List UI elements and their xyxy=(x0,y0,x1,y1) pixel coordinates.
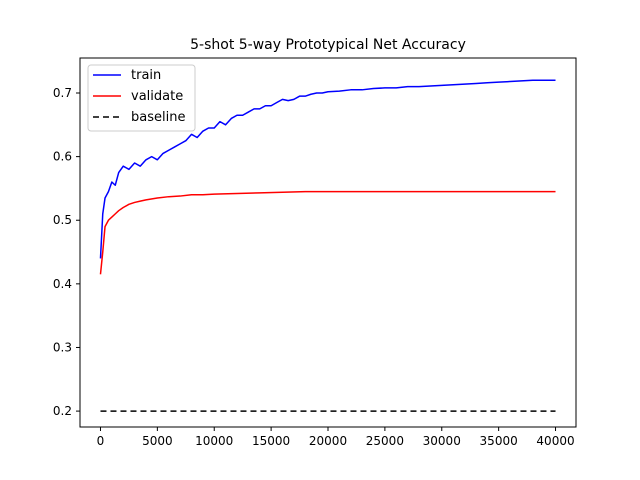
x-tick-label: 15000 xyxy=(252,434,290,448)
y-tick-label: 0.3 xyxy=(53,340,72,354)
series-lines xyxy=(99,79,556,412)
legend-label-train: train xyxy=(131,68,161,83)
y-tick-label: 0.7 xyxy=(53,86,72,100)
legend-label-baseline: baseline xyxy=(131,110,185,125)
legend-label-validate: validate xyxy=(131,89,183,104)
y-tick-label: 0.6 xyxy=(53,150,72,164)
y-tick-label: 0.4 xyxy=(53,277,72,291)
y-tick-label: 0.2 xyxy=(53,404,72,418)
x-tick-label: 40000 xyxy=(536,434,574,448)
legend: train validate baseline xyxy=(87,64,196,132)
series-line-validate xyxy=(99,190,556,275)
x-tick-label: 35000 xyxy=(480,434,518,448)
legend-items: train validate baseline xyxy=(93,68,185,125)
x-tick-label: 5000 xyxy=(142,434,173,448)
x-tick-label: 10000 xyxy=(195,434,233,448)
x-tick-label: 25000 xyxy=(366,434,404,448)
series-line-train xyxy=(99,79,556,259)
legend-box xyxy=(87,64,196,132)
y-tick-label: 0.5 xyxy=(53,213,72,227)
x-tick-label: 30000 xyxy=(423,434,461,448)
x-tick-label: 20000 xyxy=(309,434,347,448)
chart-title: 5-shot 5-way Prototypical Net Accuracy xyxy=(190,37,466,53)
x-tick-label: 0 xyxy=(97,434,105,448)
y-axis-ticks: 0.2 0.3 0.4 0.5 0.6 0.7 xyxy=(53,86,80,418)
x-axis-ticks: 0 5000 10000 15000 20000 25000 30000 35000 40000 xyxy=(97,427,575,448)
